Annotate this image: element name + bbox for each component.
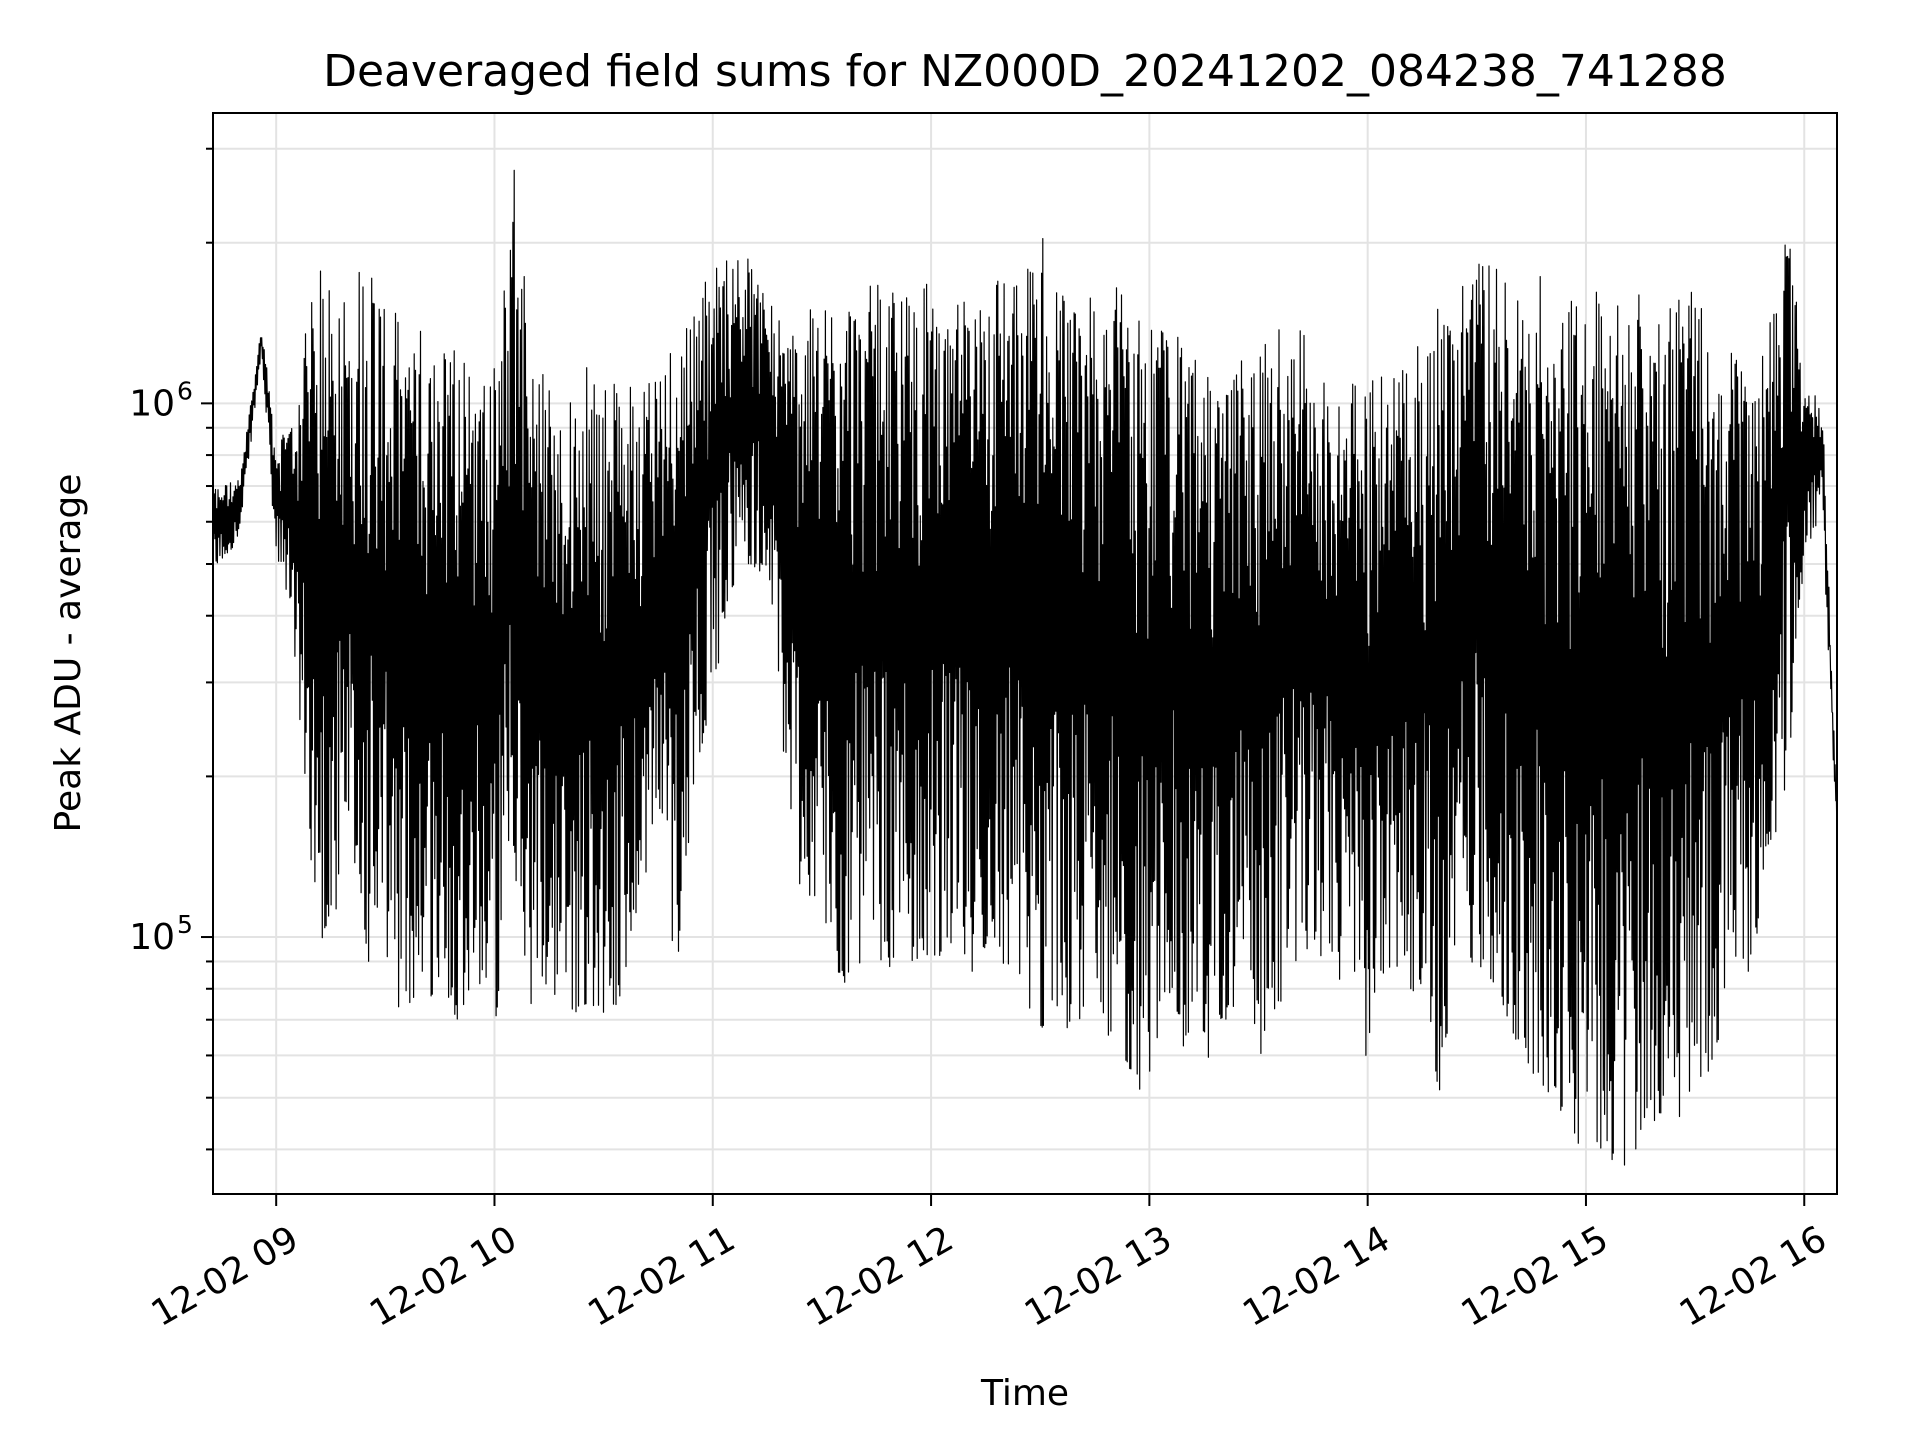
- y-tick-label-base: 10: [129, 383, 175, 424]
- y-axis-label: Peak ADU - average: [48, 474, 89, 833]
- x-axis-label: Time: [980, 1373, 1069, 1414]
- y-tick-label-exponent: 6: [177, 376, 193, 405]
- plot-frame: [212, 112, 1838, 1195]
- chart-title: Deaveraged field sums for NZ000D_2024120…: [323, 46, 1727, 97]
- y-tick-label-exponent: 5: [177, 910, 193, 939]
- y-tick-label-base: 10: [129, 917, 175, 958]
- series-line: [212, 169, 1838, 1166]
- series-trace: [212, 169, 1838, 1166]
